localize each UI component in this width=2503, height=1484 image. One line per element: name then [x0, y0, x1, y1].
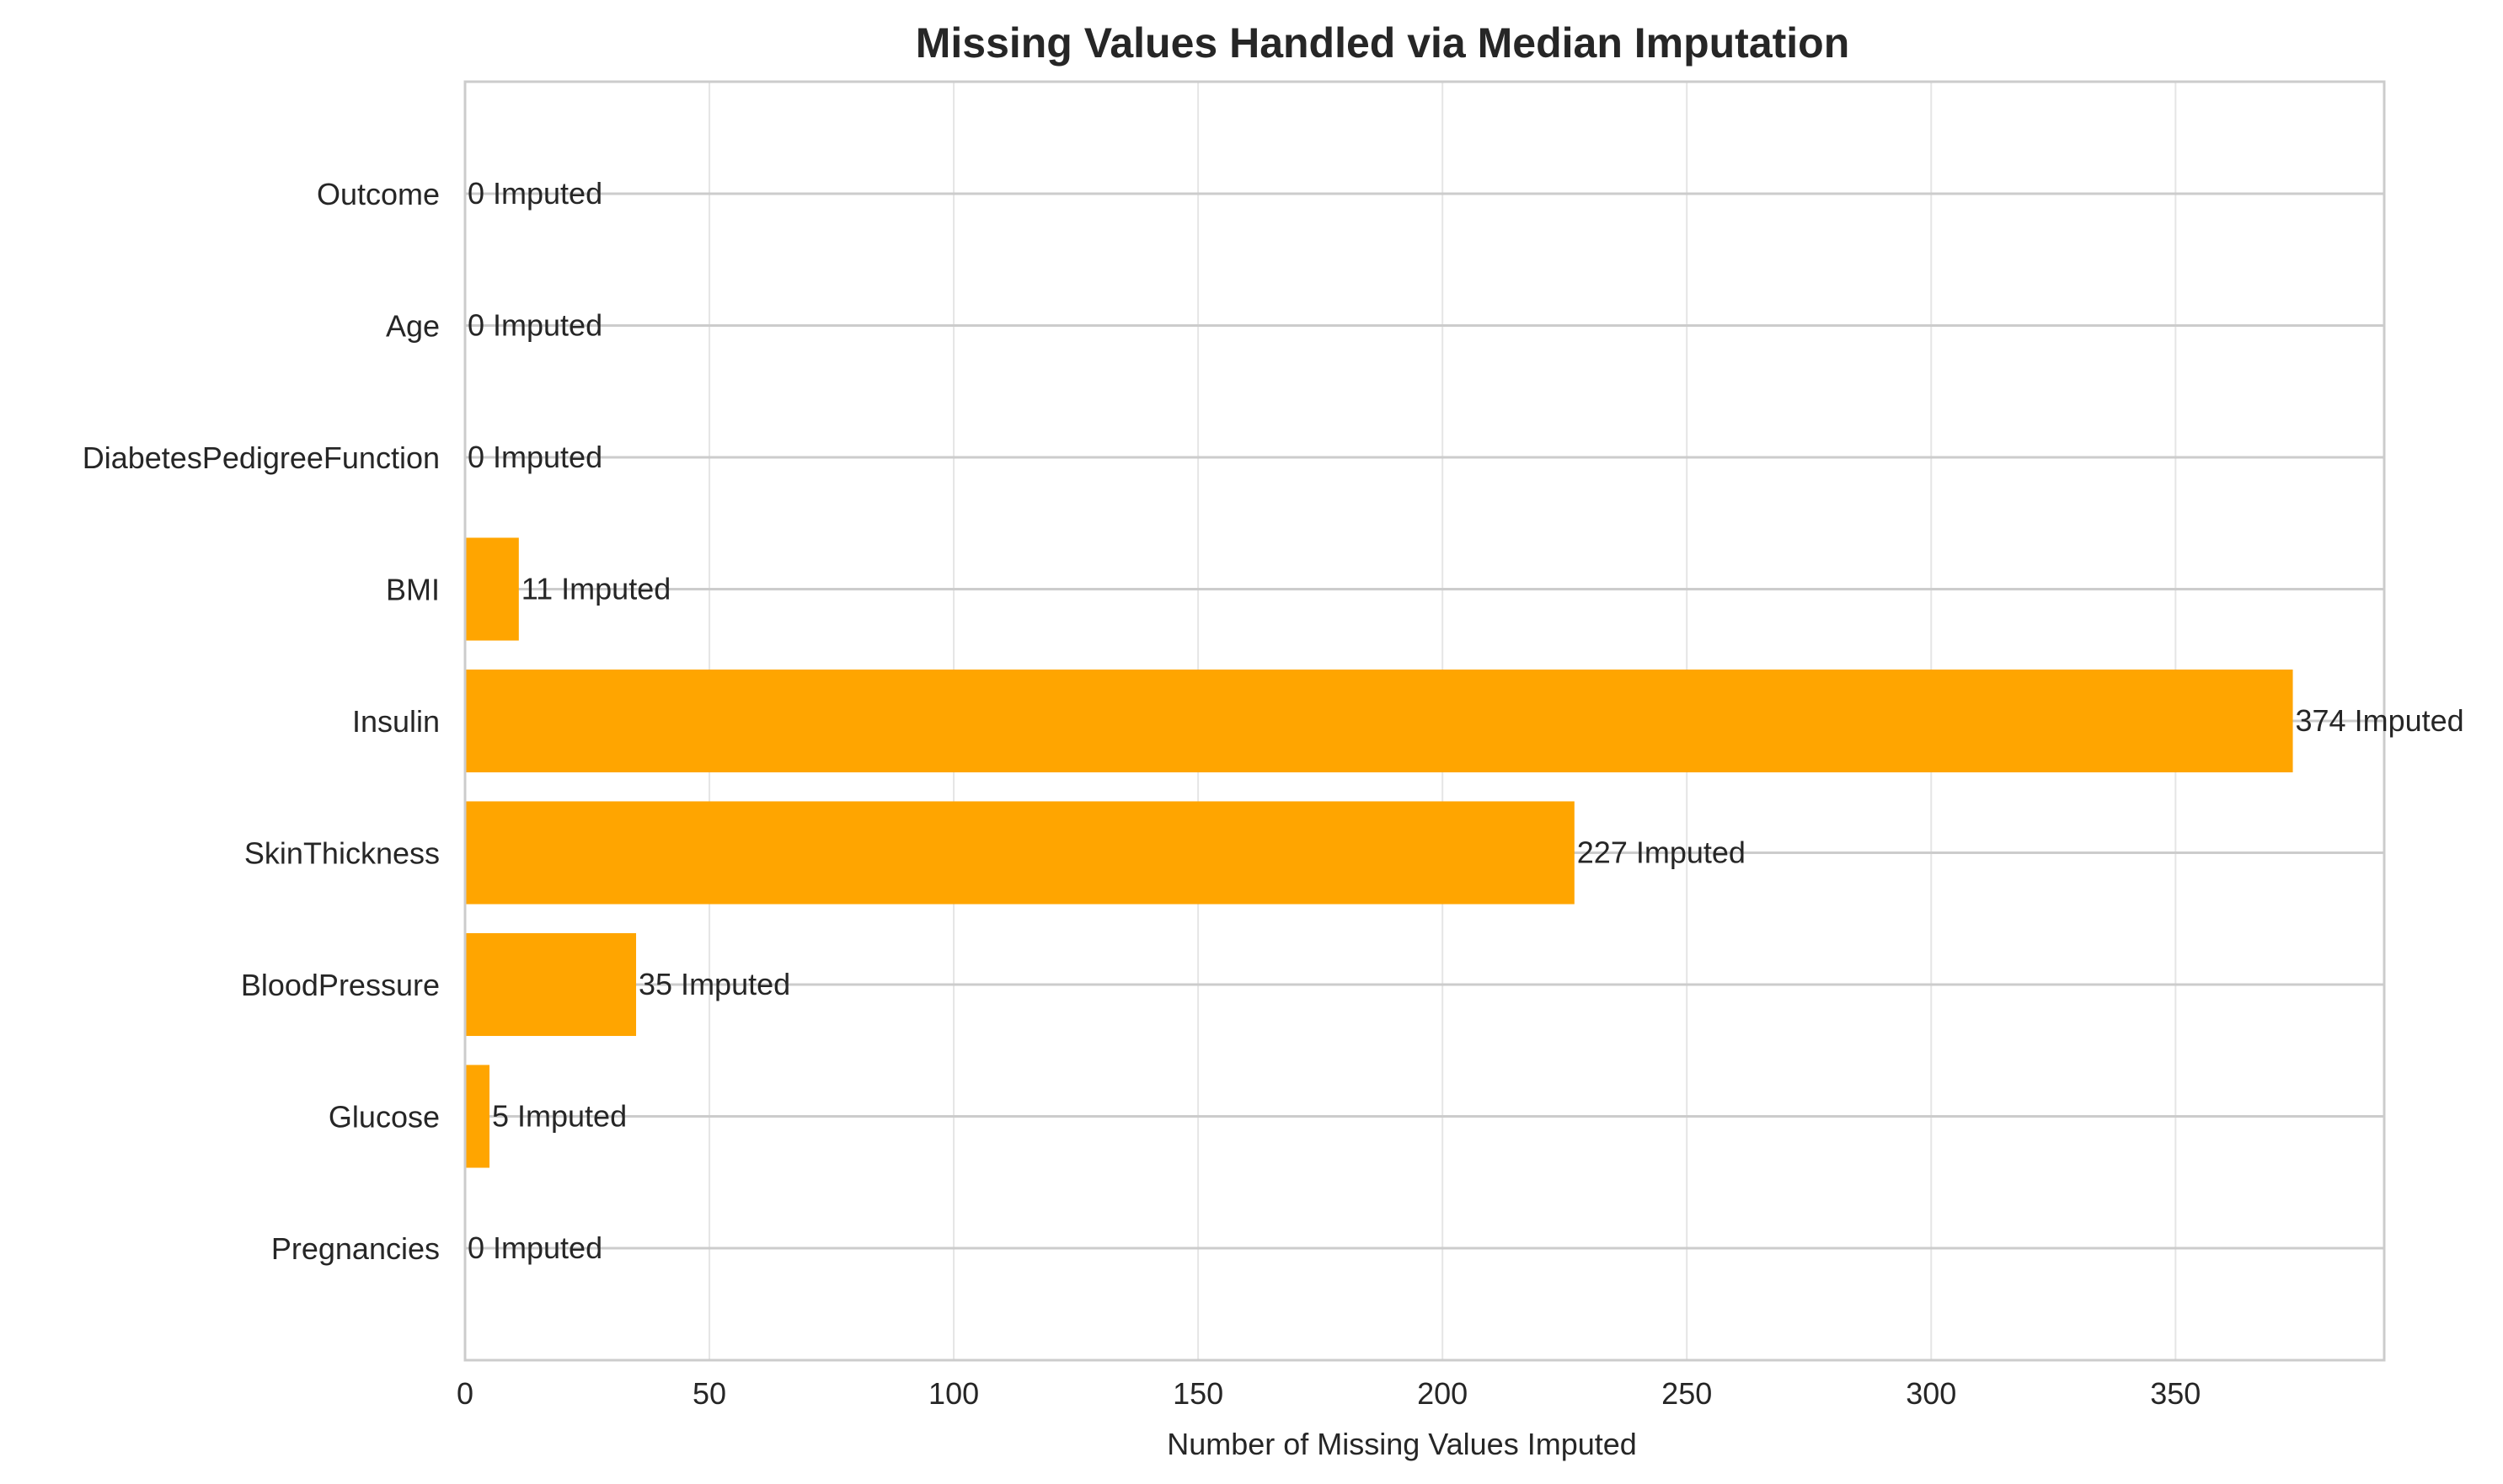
- bar-value-label: 11 Imputed: [521, 572, 671, 606]
- bar: [465, 801, 1575, 905]
- y-axis-ticks: Pregnancies Glucose BloodPressure SkinThick…: [83, 177, 440, 1266]
- data-labels: 0 Imputed 5 Imputed 35 Imputed 227 Imputed 3…: [468, 176, 2464, 1265]
- y-tick-label: BMI: [386, 573, 440, 607]
- bar-value-label: 227 Imputed: [1577, 835, 1746, 869]
- y-tick-label: DiabetesPedigreeFunction: [83, 440, 440, 475]
- bar: [465, 537, 519, 641]
- bar-value-label: 374 Imputed: [2296, 703, 2464, 738]
- x-tick-label: 350: [2150, 1376, 2201, 1411]
- bar-value-label: 0 Imputed: [468, 440, 602, 474]
- x-tick-label: 100: [928, 1376, 979, 1411]
- bar: [465, 1065, 490, 1168]
- x-tick-label: 50: [693, 1376, 726, 1411]
- plot-frame: [463, 80, 2386, 1362]
- bar-value-label: 5 Imputed: [492, 1098, 627, 1133]
- bar-value-label: 0 Imputed: [468, 1230, 602, 1265]
- bar-value-label: 0 Imputed: [468, 176, 602, 211]
- y-tick-label: Age: [386, 309, 440, 344]
- x-axis-ticks: 0 50 100 150 200 250 300 350: [457, 1376, 2201, 1411]
- x-tick-label: 0: [457, 1376, 473, 1411]
- x-tick-label: 300: [1906, 1376, 1956, 1411]
- y-tick-label: BloodPressure: [241, 968, 440, 1002]
- y-tick-label: Insulin: [352, 704, 440, 739]
- bar-value-label: 35 Imputed: [639, 967, 790, 1001]
- bar-value-label: 0 Imputed: [468, 308, 602, 343]
- x-tick-label: 150: [1173, 1376, 1223, 1411]
- x-axis-label: Number of Missing Values Imputed: [1167, 1427, 1637, 1461]
- bar: [465, 932, 637, 1037]
- y-tick-label: SkinThickness: [244, 835, 440, 870]
- x-tick-label: 250: [1661, 1376, 1712, 1411]
- y-tick-label: Glucose: [329, 1099, 440, 1134]
- bar: [465, 669, 2293, 773]
- bar-series: [465, 537, 2293, 1168]
- y-tick-label: Outcome: [317, 177, 440, 211]
- chart-title: Missing Values Handled via Median Imputa…: [916, 19, 1850, 67]
- x-tick-label: 200: [1417, 1376, 1468, 1411]
- y-tick-label: Pregnancies: [271, 1231, 440, 1266]
